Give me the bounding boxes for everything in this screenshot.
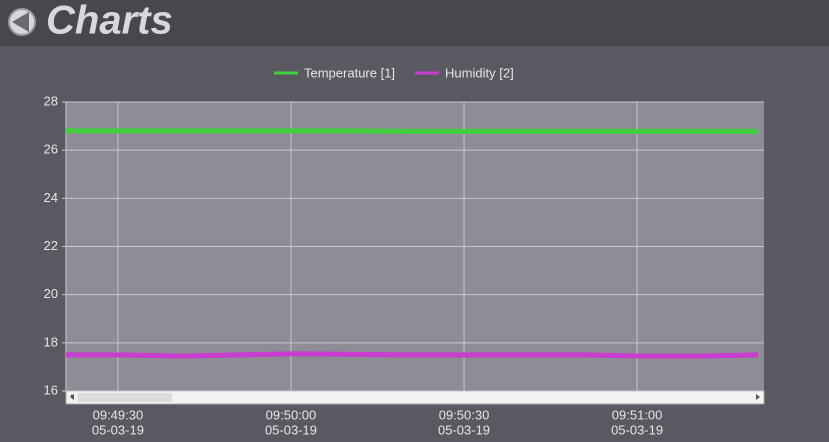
y-tick-label: 24 xyxy=(44,190,58,205)
legend-label: Humidity [2] xyxy=(445,65,514,80)
back-button[interactable] xyxy=(8,8,36,36)
y-tick-label: 18 xyxy=(44,334,58,349)
y-tick-label: 26 xyxy=(44,142,58,157)
x-tick-label: 09:51:00 xyxy=(612,407,663,422)
y-tick-label: 16 xyxy=(44,382,58,397)
x-tick-label: 05-03-19 xyxy=(438,422,490,437)
x-tick-label: 05-03-19 xyxy=(92,422,144,437)
x-tick-label: 09:50:00 xyxy=(266,407,317,422)
y-tick-label: 28 xyxy=(44,93,58,108)
x-tick-label: 05-03-19 xyxy=(265,422,317,437)
y-tick-label: 22 xyxy=(44,238,58,253)
header-bar xyxy=(0,0,829,46)
page-title: Charts xyxy=(46,0,173,43)
x-tick-label: 05-03-19 xyxy=(611,422,663,437)
series-line xyxy=(66,128,759,134)
legend-label: Temperature [1] xyxy=(304,65,395,80)
series-line xyxy=(66,351,759,359)
x-tick-label: 09:50:30 xyxy=(439,407,490,422)
scrollbar[interactable] xyxy=(65,390,765,405)
x-tick-label: 09:49:30 xyxy=(93,407,144,422)
y-tick-label: 20 xyxy=(44,286,58,301)
